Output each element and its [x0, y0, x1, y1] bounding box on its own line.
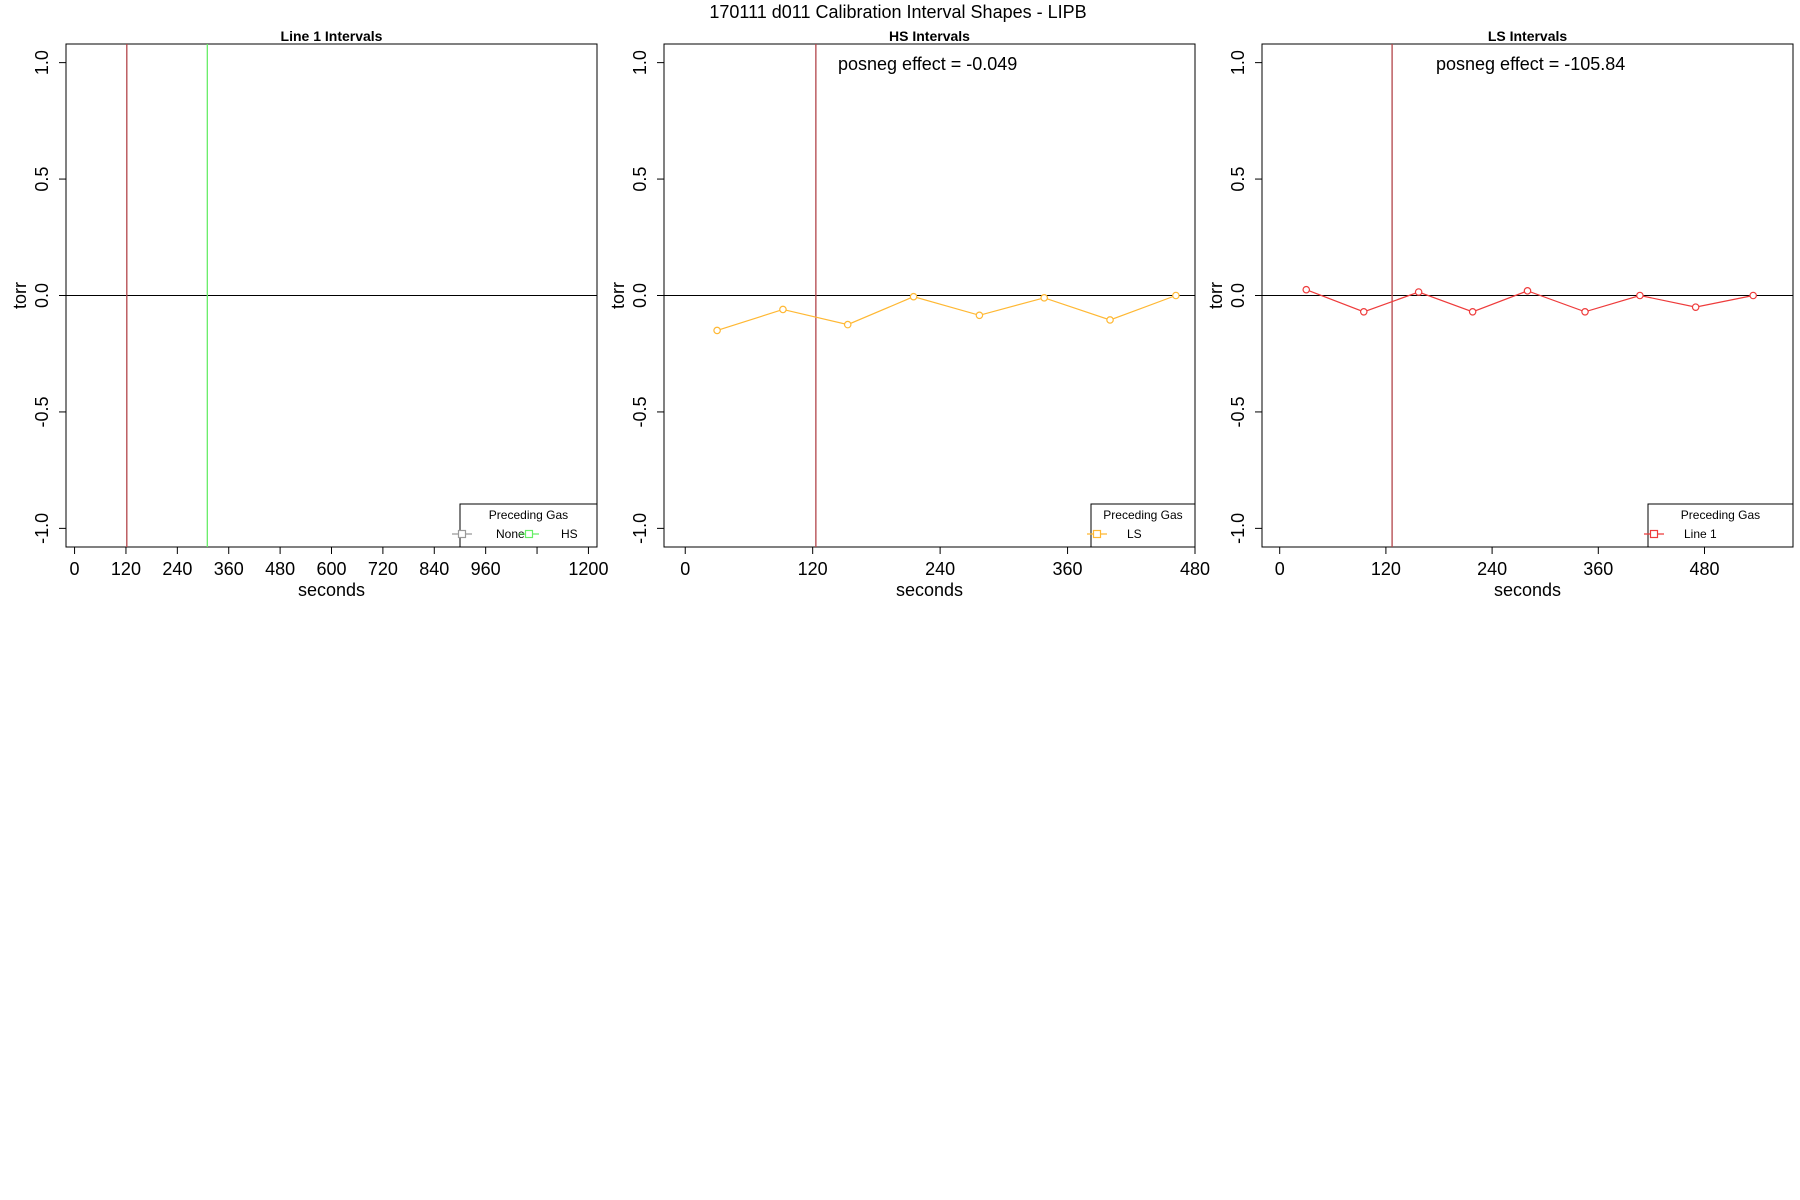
- chart-panels: Line 1 Intervals 0 120 240 360 480 600 720 840 96…: [10, 28, 1794, 600]
- legend-entry-label: HS: [561, 527, 578, 541]
- x-tick-label: 600: [316, 559, 346, 579]
- data-point: [1106, 316, 1114, 324]
- x-tick-label: 360: [1053, 559, 1083, 579]
- y-tick-label: 1.0: [32, 50, 52, 75]
- x-tick-label: 0: [1275, 559, 1285, 579]
- posneg-annotation: posneg effect = -105.84: [1436, 54, 1625, 74]
- data-point: [779, 305, 787, 314]
- posneg-annotation: posneg effect = -0.049: [838, 54, 1017, 74]
- x-axis: 0 120 240 360 480 600 720 840 960 1200 seconds: [70, 546, 608, 600]
- data-point: [1581, 308, 1589, 316]
- y-tick-label: 1.0: [630, 50, 650, 75]
- legend-entry-label: None: [496, 527, 525, 541]
- legend-swatch-marker: [1649, 529, 1659, 539]
- x-tick-label: 840: [419, 559, 449, 579]
- y-tick-label: 0.5: [32, 167, 52, 192]
- legend: Preceding Gas LS: [1087, 503, 1196, 548]
- y-tick-label: 0.0: [630, 283, 650, 308]
- x-tick-label: 720: [368, 559, 398, 579]
- y-tick-label: -0.5: [1228, 396, 1248, 427]
- y-tick-label: -0.5: [630, 396, 650, 427]
- legend-box: [459, 503, 598, 548]
- x-tick-label: 240: [162, 559, 192, 579]
- x-tick-label: 0: [680, 559, 690, 579]
- y-tick-label: 1.0: [1228, 50, 1248, 75]
- data-point: [1040, 294, 1048, 302]
- chart-panel-3: LS Intervals 0 120 240 360 480 seconds -1.0 -0.5…: [1206, 28, 1794, 600]
- series-line: [716, 294, 1177, 332]
- y-tick-label: 0.0: [1228, 283, 1248, 308]
- legend-title: Preceding Gas: [1103, 508, 1182, 522]
- x-axis-label: seconds: [1494, 580, 1561, 600]
- data-point: [1691, 303, 1700, 311]
- y-tick-label: -1.0: [630, 513, 650, 544]
- legend: Preceding Gas Line 1: [1644, 503, 1794, 548]
- legend-swatch-marker: [1092, 529, 1102, 539]
- data-point: [713, 326, 721, 335]
- y-tick-label: -0.5: [32, 396, 52, 427]
- data-point: [1523, 287, 1532, 295]
- data-point: [909, 292, 918, 301]
- legend-swatch-marker: [457, 529, 467, 539]
- panel-title: Line 1 Intervals: [281, 28, 383, 44]
- legend-box: [1090, 503, 1196, 548]
- figure-title: 170111 d011 Calibration Interval Shapes …: [709, 2, 1086, 22]
- legend-swatch-marker: [524, 529, 534, 539]
- data-point: [1749, 291, 1757, 300]
- y-axis-label: torr: [608, 282, 628, 309]
- series: [1302, 285, 1757, 316]
- x-tick-label: 360: [1583, 559, 1613, 579]
- y-axis: -1.0 -0.5 0.0 0.5 1.0 torr: [608, 50, 665, 544]
- data-point: [1172, 291, 1180, 300]
- legend-title: Preceding Gas: [1681, 508, 1760, 522]
- y-axis: -1.0 -0.5 0.0 0.5 1.0 torr: [1206, 50, 1263, 544]
- legend-box: [1647, 503, 1794, 548]
- x-axis: 0 120 240 360 480 seconds: [680, 546, 1210, 600]
- legend: Preceding Gas None HS: [452, 503, 598, 548]
- data-point: [1636, 291, 1644, 300]
- data-point: [1468, 308, 1477, 316]
- x-tick-label: 240: [1477, 559, 1507, 579]
- y-axis: -1.0 -0.5 0.0 0.5 1.0 torr: [10, 50, 67, 544]
- data-point: [843, 320, 852, 329]
- x-tick-label: 360: [214, 559, 244, 579]
- legend-entry-label: Line 1: [1684, 527, 1717, 541]
- panel-title: LS Intervals: [1488, 28, 1568, 44]
- x-tick-label: 240: [925, 559, 955, 579]
- panel-title: HS Intervals: [889, 28, 970, 44]
- x-tick-label: 480: [1689, 559, 1719, 579]
- y-tick-label: -1.0: [32, 513, 52, 544]
- x-tick-label: 1200: [568, 559, 608, 579]
- data-point: [1414, 288, 1423, 296]
- chart-panel-2: HS Intervals 0 120 240 360 480 seconds -1.0 -0.5…: [608, 28, 1210, 600]
- chart-panel-1: Line 1 Intervals 0 120 240 360 480 600 720 840 96…: [10, 28, 608, 600]
- data-point: [1359, 308, 1368, 316]
- legend-entry-label: LS: [1127, 527, 1142, 541]
- y-tick-label: 0.5: [1228, 167, 1248, 192]
- x-tick-label: 960: [471, 559, 501, 579]
- x-tick-label: 120: [798, 559, 828, 579]
- x-tick-label: 0: [70, 559, 80, 579]
- y-axis-label: torr: [1206, 282, 1226, 309]
- x-axis: 0 120 240 360 480 seconds: [1275, 546, 1720, 600]
- x-axis-label: seconds: [298, 580, 365, 600]
- legend-title: Preceding Gas: [489, 508, 568, 522]
- y-tick-label: 0.0: [32, 283, 52, 308]
- series: [713, 291, 1180, 335]
- x-axis-label: seconds: [896, 580, 963, 600]
- x-tick-label: 480: [1180, 559, 1210, 579]
- y-tick-label: 0.5: [630, 167, 650, 192]
- y-axis-label: torr: [10, 282, 30, 309]
- x-tick-label: 120: [111, 559, 141, 579]
- x-tick-label: 480: [265, 559, 295, 579]
- data-point: [975, 311, 984, 320]
- data-point: [1302, 285, 1311, 294]
- x-tick-label: 120: [1371, 559, 1401, 579]
- y-tick-label: -1.0: [1228, 513, 1248, 544]
